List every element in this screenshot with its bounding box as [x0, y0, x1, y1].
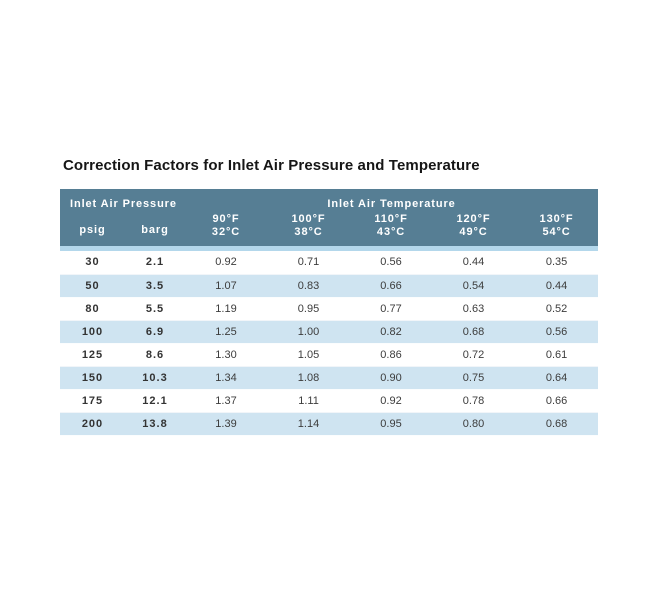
cell-psig: 150: [60, 366, 125, 390]
cell-barg: 5.5: [125, 297, 186, 321]
cell-psig: 30: [60, 251, 125, 275]
cell-psig: 175: [60, 389, 125, 413]
cell-factor: 0.35: [515, 251, 599, 275]
cell-factor: 0.90: [350, 366, 433, 390]
cell-factor: 1.30: [185, 343, 268, 367]
cell-factor: 0.95: [350, 412, 433, 436]
cell-factor: 0.52: [515, 297, 599, 321]
cell-factor: 0.56: [515, 320, 599, 344]
cell-factor: 0.61: [515, 343, 599, 367]
cell-factor: 0.66: [515, 389, 599, 413]
group-header-inlet-air-temperature: Inlet Air Temperature: [185, 189, 599, 211]
column-header-100f: 100°F 38°C: [267, 211, 351, 246]
temp-f-label: 100°F: [291, 213, 326, 225]
cell-psig: 200: [60, 412, 125, 436]
column-header-psig: psig: [60, 211, 125, 246]
column-header-130f: 130°F 54°C: [515, 211, 599, 246]
cell-factor: 0.72: [432, 343, 516, 367]
table-body: 30 2.1 0.92 0.71 0.56 0.44 0.35 50 3.5 1…: [60, 251, 599, 436]
cell-factor: 0.86: [350, 343, 433, 367]
correction-factors-table: Inlet Air Pressure Inlet Air Temperature…: [60, 189, 599, 436]
cell-factor: 1.37: [185, 389, 268, 413]
cell-factor: 0.78: [432, 389, 516, 413]
temp-c-label: 32°C: [211, 226, 241, 238]
cell-barg: 2.1: [125, 251, 186, 275]
column-header-120f: 120°F 49°C: [432, 211, 516, 246]
cell-factor: 1.11: [267, 389, 351, 413]
column-header-barg: barg: [125, 211, 186, 246]
cell-factor: 0.82: [350, 320, 433, 344]
cell-factor: 1.08: [267, 366, 351, 390]
temp-c-label: 43°C: [376, 226, 406, 238]
temp-c-label: 38°C: [294, 226, 323, 238]
temp-f-label: 110°F: [374, 213, 408, 225]
cell-psig: 50: [60, 274, 125, 298]
cell-factor: 0.68: [432, 320, 516, 344]
column-header-row: psig barg 90°F 32°C 100°F 38°C 110°F 43°…: [60, 211, 599, 246]
cell-factor: 0.92: [350, 389, 433, 413]
cell-factor: 1.00: [267, 320, 351, 344]
cell-factor: 0.95: [267, 297, 351, 321]
temp-f-label: 90°F: [212, 213, 240, 225]
table-row: 175 12.1 1.37 1.11 0.92 0.78 0.66: [60, 389, 599, 413]
cell-factor: 0.54: [432, 274, 516, 298]
cell-factor: 0.68: [515, 412, 599, 436]
temp-c-label: 54°C: [542, 226, 571, 238]
table-row: 50 3.5 1.07 0.83 0.66 0.54 0.44: [60, 274, 599, 298]
cell-factor: 1.19: [185, 297, 268, 321]
cell-factor: 0.71: [267, 251, 351, 275]
cell-factor: 0.83: [267, 274, 351, 298]
cell-factor: 0.66: [350, 274, 433, 298]
cell-barg: 8.6: [125, 343, 186, 367]
cell-factor: 0.63: [432, 297, 516, 321]
column-header-110f: 110°F 43°C: [350, 211, 433, 246]
table-row: 200 13.8 1.39 1.14 0.95 0.80 0.68: [60, 412, 599, 436]
temp-f-label: 120°F: [456, 213, 491, 225]
page-title: Correction Factors for Inlet Air Pressur…: [63, 157, 480, 174]
cell-factor: 0.92: [185, 251, 268, 275]
cell-factor: 1.39: [185, 412, 268, 436]
table-row: 100 6.9 1.25 1.00 0.82 0.68 0.56: [60, 320, 599, 344]
header-separator: [60, 246, 599, 251]
cell-factor: 1.14: [267, 412, 351, 436]
cell-psig: 80: [60, 297, 125, 321]
cell-factor: 0.64: [515, 366, 599, 390]
group-header-row: Inlet Air Pressure Inlet Air Temperature: [60, 189, 599, 211]
group-header-inlet-air-pressure: Inlet Air Pressure: [60, 189, 186, 211]
header-separator-bar: [60, 246, 599, 251]
cell-factor: 0.44: [432, 251, 516, 275]
cell-barg: 6.9: [125, 320, 186, 344]
temp-f-label: 130°F: [539, 213, 574, 225]
table-header: Inlet Air Pressure Inlet Air Temperature…: [60, 189, 599, 251]
cell-factor: 0.44: [515, 274, 599, 298]
table-row: 125 8.6 1.30 1.05 0.86 0.72 0.61: [60, 343, 599, 367]
cell-factor: 1.07: [185, 274, 268, 298]
temp-c-label: 49°C: [459, 226, 488, 238]
cell-factor: 0.75: [432, 366, 516, 390]
cell-barg: 3.5: [125, 274, 186, 298]
cell-factor: 0.77: [350, 297, 433, 321]
cell-psig: 125: [60, 343, 125, 367]
cell-factor: 0.56: [350, 251, 433, 275]
table-row: 30 2.1 0.92 0.71 0.56 0.44 0.35: [60, 251, 599, 275]
cell-barg: 13.8: [125, 412, 186, 436]
cell-psig: 100: [60, 320, 125, 344]
table-row: 80 5.5 1.19 0.95 0.77 0.63 0.52: [60, 297, 599, 321]
cell-barg: 12.1: [125, 389, 186, 413]
cell-barg: 10.3: [125, 366, 186, 390]
cell-factor: 0.80: [432, 412, 516, 436]
table-row: 150 10.3 1.34 1.08 0.90 0.75 0.64: [60, 366, 599, 390]
cell-factor: 1.34: [185, 366, 268, 390]
cell-factor: 1.05: [267, 343, 351, 367]
cell-factor: 1.25: [185, 320, 268, 344]
column-header-90f: 90°F 32°C: [185, 211, 268, 246]
